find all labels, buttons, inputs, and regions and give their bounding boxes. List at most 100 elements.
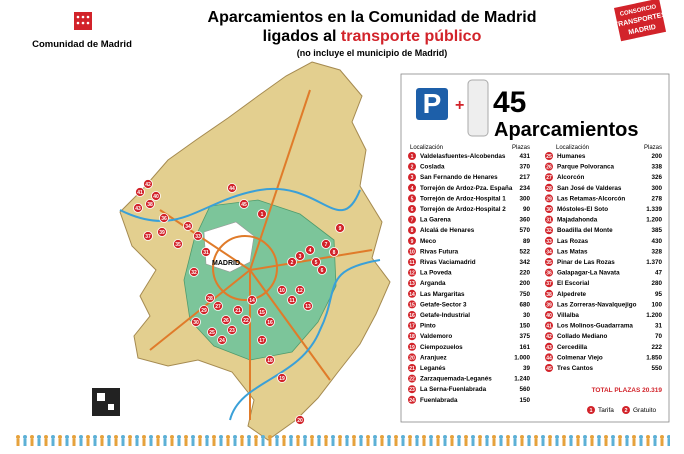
parking-plazas: 222 [651, 344, 662, 351]
map-marker-number: 26 [223, 318, 229, 324]
parking-name: Aranjuez [420, 354, 447, 361]
transport-icons [467, 79, 489, 137]
parking-name: Tres Cantos [557, 365, 594, 372]
map-marker-number: 21 [235, 308, 241, 314]
parking-name: Móstoles-El Soto [557, 206, 608, 213]
number-badge [408, 300, 416, 309]
parking-plazas: 375 [519, 333, 530, 340]
map-marker [227, 325, 237, 335]
legend-badge [622, 406, 630, 414]
map-marker [145, 199, 155, 209]
map-marker-number: 28 [207, 296, 213, 302]
map-marker-number: 12 [297, 288, 303, 294]
parking-plazas: 570 [519, 227, 530, 234]
number-badge [545, 247, 553, 256]
parking-plazas: 200 [651, 153, 662, 160]
parking-number: 9 [411, 239, 414, 245]
parking-name: Valdelasfuentes-Alcobendas [420, 153, 506, 160]
parking-plazas: 1.200 [646, 217, 662, 224]
map-marker [241, 315, 251, 325]
map-label: MADRID [212, 260, 240, 267]
map-marker [213, 301, 223, 311]
number-badge [408, 353, 416, 362]
subtitle: (no incluye el municipio de Madrid) [297, 48, 448, 58]
parking-name: Villalba [557, 312, 579, 319]
map-marker [191, 317, 201, 327]
map-marker [295, 251, 305, 261]
parking-plazas: 430 [651, 238, 662, 245]
parking-name: Majadahonda [557, 217, 598, 224]
title-line2: ligados al transporte público [263, 28, 482, 45]
parking-name: Pinar de Las Rozas [557, 259, 615, 266]
consorcio-logo: CONSORCIO TRANSPORTES MADRID [614, 0, 667, 42]
map-marker-number: 35 [175, 242, 181, 248]
parking-plazas: 220 [519, 270, 530, 277]
parking-plazas: 30 [523, 312, 531, 319]
column-header: Localización [556, 145, 589, 151]
parking-number: 2 [411, 165, 414, 171]
map-marker [265, 355, 275, 365]
parking-number: 36 [546, 271, 552, 277]
map-markers: 1234567891011121314151617181920212223242… [133, 179, 345, 425]
title: Aparcamientos en la Comunidad de Madrid [208, 9, 537, 26]
map-marker [193, 231, 203, 241]
parking-plazas: 39 [523, 365, 531, 372]
number-badge [408, 226, 416, 235]
parking-number: 15 [409, 302, 415, 308]
number-badge [408, 258, 416, 266]
number-badge [408, 268, 416, 277]
parking-number: 41 [546, 324, 552, 330]
parking-icon [416, 88, 448, 120]
parking-name: Colmenar Viejo [557, 354, 603, 361]
parking-name: Fuenlabrada [420, 397, 458, 404]
count: 45 [493, 86, 526, 119]
parking-plazas: 550 [651, 365, 662, 372]
parking-number: 40 [546, 313, 552, 319]
map-marker [287, 295, 297, 305]
number-badge [408, 152, 416, 160]
parking-number: 35 [546, 260, 552, 266]
parking-number: 44 [546, 355, 552, 361]
map-marker-number: 33 [195, 234, 201, 240]
parking-number: 39 [546, 302, 552, 308]
parking-plazas: 300 [651, 185, 662, 192]
map-marker-number: 17 [259, 338, 265, 344]
map-marker [233, 305, 243, 315]
parking-number: 27 [546, 175, 552, 181]
map-marker-number: 1 [261, 212, 264, 218]
parking-plazas: 217 [519, 174, 530, 181]
number-badge [545, 321, 553, 330]
map-marker-number: 27 [215, 304, 221, 310]
parking-number: 18 [409, 334, 415, 340]
map-marker [207, 327, 217, 337]
map-marker [217, 335, 227, 345]
map-marker [189, 267, 199, 277]
map-marker [183, 221, 193, 231]
parking-name: Parque Polvoranca [557, 164, 615, 171]
number-badge [408, 332, 416, 341]
map-marker-number: 11 [289, 298, 295, 304]
parking-plazas: 200 [519, 280, 530, 287]
map-marker [239, 199, 249, 209]
parking-plazas: 280 [651, 280, 662, 287]
parking-plazas: 750 [519, 291, 530, 298]
parking-number: 31 [546, 218, 552, 224]
map-marker [257, 307, 267, 317]
parking-icon-letter: P [423, 88, 442, 119]
parking-number: 8 [411, 228, 414, 234]
column-header: Plazas [512, 145, 530, 151]
map-marker-number: 20 [297, 418, 303, 424]
parking-plazas: 1.240 [514, 376, 530, 383]
map-marker-number: 36 [161, 216, 167, 222]
map-marker-number: 22 [243, 318, 249, 324]
number-badge [545, 226, 553, 235]
map-marker-number: 19 [279, 376, 285, 382]
parking-plazas: 522 [519, 248, 530, 255]
map-marker-number: 31 [203, 250, 209, 256]
parking-name: Torrejón de Ardoz-Hospital 2 [420, 206, 506, 213]
parking-number: 28 [546, 186, 552, 192]
map-marker [143, 179, 153, 189]
map-marker [247, 295, 257, 305]
